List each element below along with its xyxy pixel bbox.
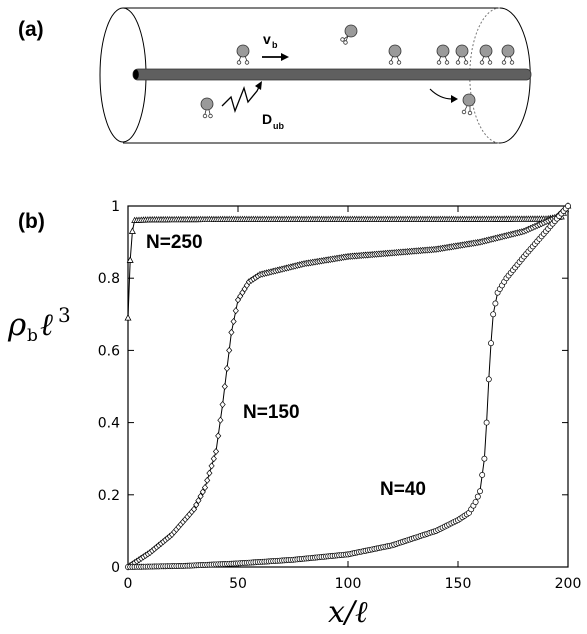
data-point — [190, 505, 198, 513]
motor-bound-4 — [455, 44, 469, 65]
motor-free-2 — [200, 97, 214, 119]
x-axis-label: x/ℓ — [328, 595, 368, 630]
density-chart: 0 50 100 150 200 00.20.40.60.81 N=250 N=150 … — [7, 199, 581, 630]
data-point — [219, 401, 226, 409]
velocity-subscript: b — [272, 40, 278, 50]
data-point — [479, 471, 486, 478]
svg-text:x/ℓ: x/ℓ — [328, 595, 368, 630]
panel-label-b: (b) — [18, 210, 45, 233]
data-point — [474, 493, 481, 500]
motor-bound-3 — [436, 44, 450, 65]
series-circle — [125, 203, 571, 570]
y-axis: 0 0.2 0.4 0.6 0.8 1 — [98, 199, 568, 576]
data-point — [488, 340, 494, 347]
motor-bound-2 — [388, 44, 402, 65]
x-axis: 0 50 100 150 200 — [124, 206, 582, 592]
x-tick-label: 50 — [229, 576, 247, 592]
svg-text:b: b — [27, 326, 38, 346]
data-point — [215, 432, 222, 440]
data-point — [212, 447, 220, 456]
data-point — [217, 416, 224, 424]
data-point — [124, 314, 132, 321]
data-point — [201, 484, 209, 492]
data-point — [483, 419, 490, 426]
data-point — [226, 346, 233, 354]
plot-frame — [127, 205, 569, 568]
panel-label-a: (a) — [18, 18, 44, 41]
schematic: v b D ub — [99, 7, 532, 144]
x-tick-label: 150 — [445, 576, 472, 592]
data-point — [477, 488, 483, 495]
data-point — [230, 317, 237, 326]
data-point — [481, 455, 488, 462]
data-point — [197, 492, 204, 500]
data-point — [193, 501, 200, 509]
series-diamond — [124, 202, 572, 571]
data-point — [485, 376, 492, 383]
series-label-n150: N=150 — [243, 402, 300, 423]
y-tick-label: 0.6 — [98, 343, 120, 359]
motor-bound-1 — [236, 44, 250, 65]
series-line — [127, 205, 569, 318]
data-point — [228, 328, 235, 336]
series-line — [127, 205, 569, 568]
x-tick-label: 100 — [335, 576, 362, 592]
series-label-n40: N=40 — [380, 479, 426, 500]
diffusion-arrow — [221, 81, 262, 114]
series-layer — [124, 202, 572, 571]
y-tick-label: 0.2 — [98, 488, 120, 504]
data-point — [232, 307, 239, 315]
y-tick-label: 1 — [111, 199, 120, 215]
data-point — [223, 364, 231, 372]
data-point — [221, 382, 228, 391]
diffusion-label: D — [262, 111, 272, 127]
series-line — [127, 205, 569, 568]
motor-detaching — [461, 93, 476, 116]
data-point — [210, 455, 217, 463]
data-point — [472, 499, 479, 505]
diffusion-subscript: ub — [273, 121, 284, 131]
filament — [132, 68, 532, 81]
svg-text:ρ: ρ — [7, 307, 26, 343]
x-tick-label: 200 — [555, 576, 582, 592]
velocity-label: v — [263, 31, 271, 47]
y-axis-label: ρ b ℓ 3 — [7, 303, 71, 346]
filament-end — [133, 69, 139, 80]
y-tick-label: 0 — [111, 560, 120, 576]
svg-text:ℓ: ℓ — [40, 307, 53, 343]
data-point — [129, 227, 136, 234]
data-point — [492, 300, 499, 307]
data-point — [126, 256, 134, 263]
data-point — [490, 311, 497, 318]
y-tick-label: 0.4 — [98, 416, 120, 432]
motor-bound-6 — [501, 44, 515, 65]
detachment-arrow — [429, 88, 458, 103]
x-tick-label: 0 — [124, 576, 133, 592]
data-point — [195, 497, 202, 505]
svg-text:3: 3 — [58, 303, 71, 327]
series-triangle — [124, 202, 572, 321]
motor-bound-5 — [479, 44, 493, 65]
data-point — [199, 488, 206, 496]
data-point — [565, 203, 571, 209]
data-point — [208, 462, 215, 470]
data-point — [204, 476, 211, 484]
motor-free-1 — [340, 24, 358, 45]
series-label-n250: N=250 — [146, 232, 203, 253]
y-tick-label: 0.8 — [98, 271, 120, 287]
velocity-arrow — [262, 53, 289, 61]
data-point — [206, 469, 213, 477]
